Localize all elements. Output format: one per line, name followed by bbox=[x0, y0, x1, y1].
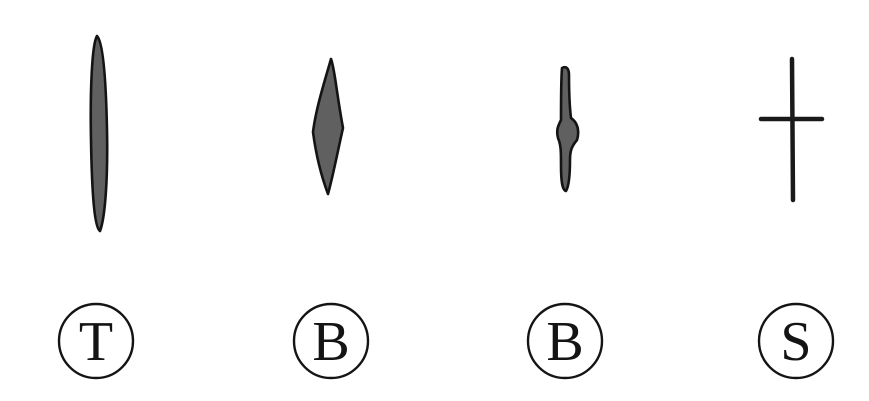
badge-letter: S bbox=[780, 311, 811, 373]
badge-letter: B bbox=[312, 311, 349, 373]
thin-rod-with-bulge-shape bbox=[555, 65, 580, 193]
cross-shape bbox=[758, 56, 825, 203]
label-badge-s: S bbox=[757, 302, 835, 380]
label-badge-b: B bbox=[292, 302, 370, 380]
long-spindle-shape bbox=[89, 34, 109, 233]
short-spindle-shape bbox=[311, 57, 345, 196]
label-badge-b: B bbox=[526, 302, 604, 380]
badge-letter: T bbox=[79, 311, 113, 373]
label-badge-t: T bbox=[57, 302, 135, 380]
badge-letter: B bbox=[546, 311, 583, 373]
